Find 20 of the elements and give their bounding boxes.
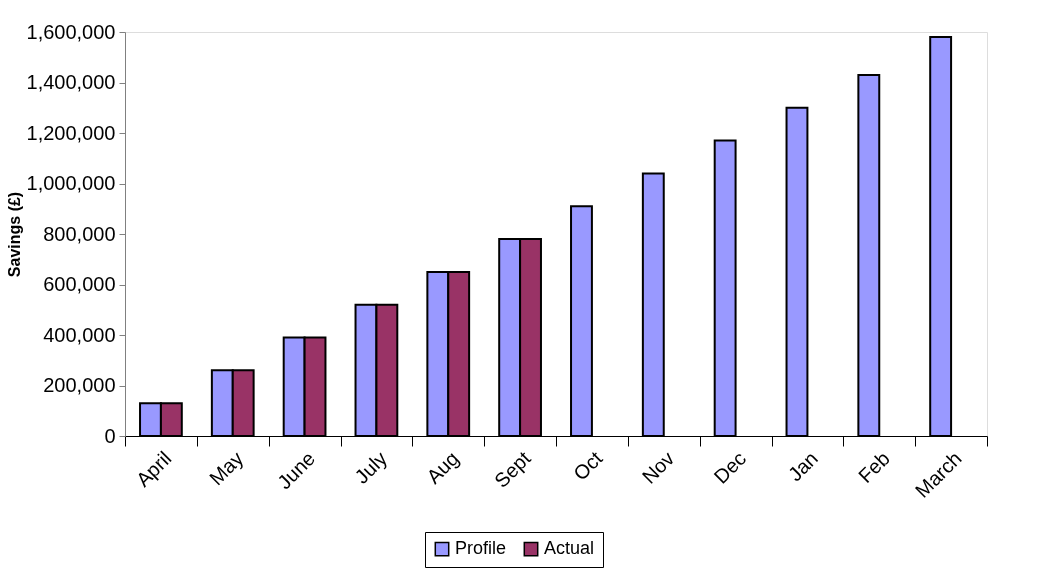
y-tick-label: 200,000 xyxy=(43,374,116,396)
y-tick-label: 0 xyxy=(104,424,116,447)
x-tick-label: Oct xyxy=(568,446,607,485)
y-tick-label: 1,600,000 xyxy=(26,20,116,43)
x-tick-label: Dec xyxy=(709,447,751,488)
y-tick-label: 400,000 xyxy=(43,323,116,346)
y-tick-label: 1,200,000 xyxy=(26,121,116,144)
x-tick-label: Jan xyxy=(783,447,823,486)
y-tick-label: 1,400,000 xyxy=(26,71,116,93)
x-tick-label: Nov xyxy=(637,447,679,488)
x-tick-label: Feb xyxy=(853,447,894,488)
legend-label: Actual xyxy=(544,538,595,559)
x-tick-label: July xyxy=(350,447,392,488)
y-tick-label: 600,000 xyxy=(43,273,116,295)
y-tick-label: 1,000,000 xyxy=(26,172,116,194)
x-tick-label: Aug xyxy=(422,447,463,488)
legend-label: Profile xyxy=(455,538,507,559)
x-tick-label: May xyxy=(205,447,248,490)
y-tick-label: 800,000 xyxy=(43,222,116,245)
y-axis-title: Savings (£) xyxy=(5,191,23,278)
